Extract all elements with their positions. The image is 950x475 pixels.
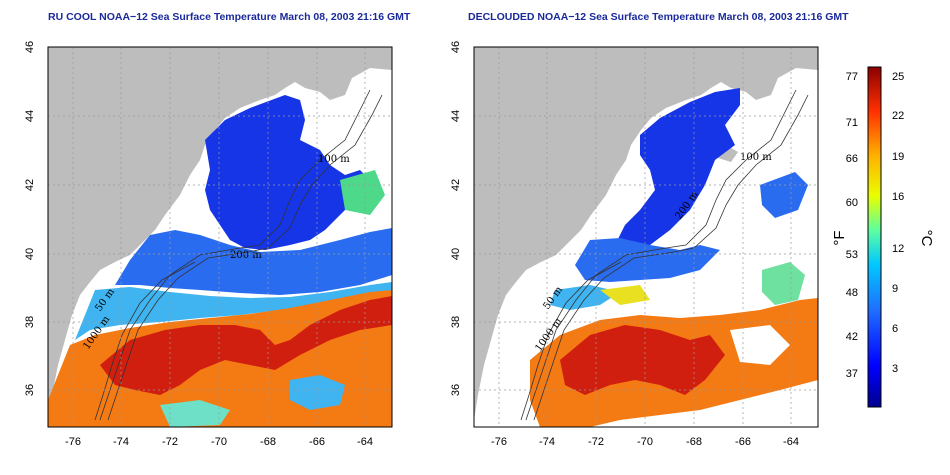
fahrenheit-tick: 53 [846,249,858,261]
x-tick-label: -76 [491,436,507,448]
x-tick-label: -74 [539,436,555,448]
y-tick-label: 40 [450,248,462,260]
land-mass [48,47,392,420]
y-ticks-left: 36 38 40 42 44 46 [24,41,36,396]
sst-cold-gulf-of-maine [615,88,740,250]
sst-cool-shelf [575,238,720,282]
sst-gulf-stream-core [560,325,725,395]
x-tick-label: -70 [637,436,653,448]
fahrenheit-tick: 48 [846,287,858,299]
y-tick-label: 36 [450,384,462,396]
map-frame [473,46,819,428]
x-tick-label: -70 [211,436,227,448]
celsius-tick: 16 [892,191,904,203]
fahrenheit-label: °F [831,230,848,245]
colorbar: 77 71 66 60 53 48 42 37 25 22 19 16 12 9… [831,66,935,408]
map-panel-left: 100 m 200 m 50 m 1000 m -76 -74 -72 -70 [24,41,393,448]
sst-cold-eddy-right [730,325,790,365]
isobaths-left [94,89,383,421]
x-ticks-right: -76 -74 -72 -70 -68 -66 -64 [491,436,799,448]
y-tick-label: 44 [450,110,462,122]
y-tick-label: 46 [24,41,36,53]
sst-cold-eddy-left-2 [160,400,230,427]
sst-cold-eddy-left [290,375,345,410]
y-tick-label: 36 [24,384,36,396]
sst-gulf-stream-core [100,296,392,395]
x-tick-label: -66 [309,436,325,448]
y-tick-label: 46 [450,41,462,53]
colorbar-celsius-ticks: 25 22 19 16 12 9 6 3 [892,71,904,375]
map-panel-right: 100 m 200 m 50 m 1000 m -76 -74 -72 -70 … [450,41,819,448]
y-tick-label: 42 [24,179,36,191]
x-tick-label: -64 [783,436,799,448]
x-tick-label: -72 [162,436,178,448]
fahrenheit-tick: 37 [846,368,858,380]
y-tick-label: 44 [24,110,36,122]
sst-cool-shelf [115,228,392,295]
sst-cold-gulf-of-maine [205,95,370,250]
fahrenheit-tick: 60 [846,197,858,209]
celsius-tick: 22 [892,110,904,122]
x-ticks-left: -76 -74 -72 -70 -68 -66 -64 [65,436,373,448]
x-tick-label: -66 [735,436,751,448]
fahrenheit-tick: 77 [846,71,858,83]
x-tick-label: -72 [588,436,604,448]
land-mass [474,47,818,420]
x-tick-label: -68 [260,436,276,448]
colorbar-fahrenheit-ticks: 77 71 66 60 53 48 42 37 [846,71,858,380]
isobath-label: 100 m [318,154,350,165]
celsius-tick: 3 [892,363,898,375]
y-tick-label: 40 [24,248,36,260]
celsius-tick: 9 [892,283,898,295]
y-ticks-right: 36 38 40 42 44 46 [450,41,462,396]
grid-left [48,47,392,427]
sst-yellow-front [600,285,650,305]
sst-green-patch [762,262,805,305]
sst-warm-ring-right [760,172,808,218]
isobath-label: 200 m [230,250,262,261]
x-tick-label: -64 [357,436,373,448]
x-tick-label: -76 [65,436,81,448]
x-tick-label: -74 [113,436,129,448]
panel-title-right: DECLOUDED NOAA−12 Sea Surface Temperatur… [468,11,849,23]
sst-slope-cyan [75,282,392,340]
y-tick-label: 38 [24,316,36,328]
celsius-label: °C [918,230,935,247]
colorbar-ramp [867,66,882,408]
fahrenheit-tick: 42 [846,331,858,343]
celsius-tick: 25 [892,71,904,83]
grid-right [474,47,818,427]
fahrenheit-tick: 66 [846,153,858,165]
sst-warm-ring-left [340,170,385,215]
map-frame [47,46,393,428]
fahrenheit-tick: 71 [846,117,858,129]
x-tick-label: -68 [686,436,702,448]
celsius-tick: 6 [892,323,898,335]
panel-title-left: RU COOL NOAA−12 Sea Surface Temperature … [48,11,411,23]
celsius-tick: 12 [892,243,904,255]
y-tick-label: 38 [450,316,462,328]
y-tick-label: 42 [450,179,462,191]
isobaths-right [520,89,809,421]
celsius-tick: 19 [892,151,904,163]
isobath-label: 100 m [740,152,772,163]
